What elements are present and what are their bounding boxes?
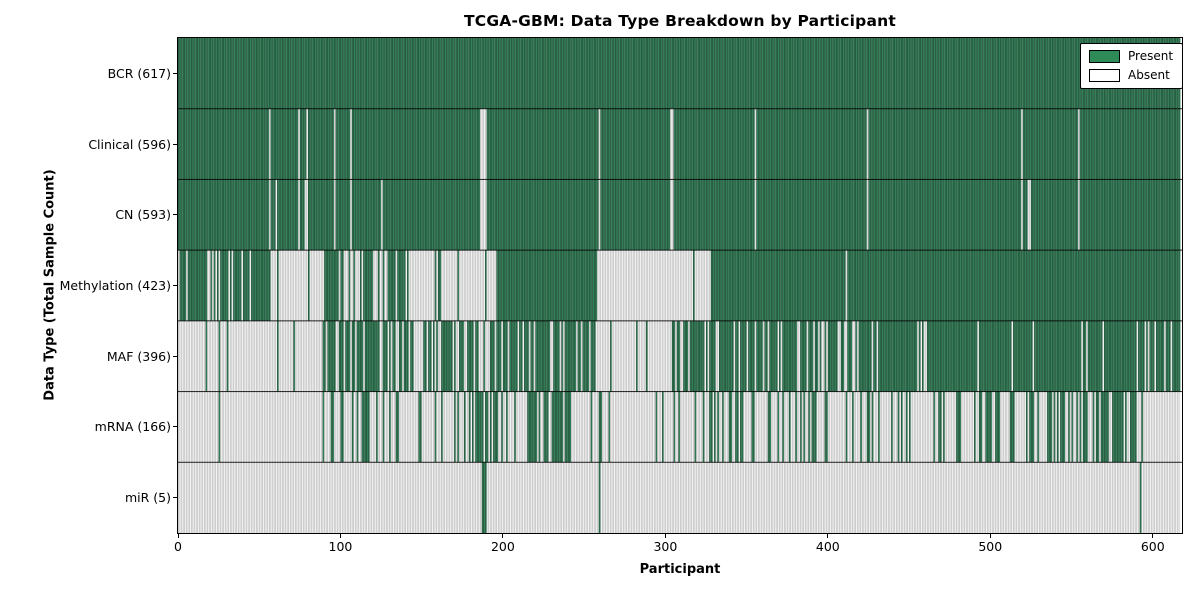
x-tick-mark (1152, 533, 1154, 538)
y-tick-mark (173, 497, 178, 499)
y-tick-mark (173, 143, 178, 145)
legend-item-present: Present (1089, 50, 1173, 63)
x-tick-label-400: 400 (815, 539, 840, 554)
x-tick-mark (827, 533, 829, 538)
x-tick-mark (502, 533, 504, 538)
present-swatch-icon (1089, 50, 1120, 63)
x-tick-label-100: 100 (328, 539, 353, 554)
x-tick-label-0: 0 (174, 539, 182, 554)
row-label-clinical: Clinical (596) (88, 136, 171, 152)
row-label-methylation: Methylation (423) (59, 278, 171, 293)
x-tick-label-300: 300 (653, 539, 678, 554)
row-label-maf: MAF (396) (106, 348, 171, 364)
chart-title: TCGA-GBM: Data Type Breakdown by Partici… (464, 12, 896, 30)
x-tick-label-600: 600 (1140, 539, 1165, 554)
y-tick-mark (173, 285, 178, 286)
chart-canvas (178, 38, 1182, 533)
y-tick-mark (173, 214, 178, 216)
legend: Present Absent (1080, 43, 1184, 89)
x-tick-mark (339, 533, 341, 538)
row-label-bcr: BCR (617) (107, 65, 171, 81)
x-tick-label-500: 500 (978, 539, 1003, 554)
absent-swatch-icon (1089, 69, 1120, 82)
x-tick-mark (177, 533, 179, 538)
legend-label-absent: Absent (1128, 68, 1170, 82)
row-label-cn: CN (593) (115, 207, 171, 223)
x-tick-mark (989, 533, 991, 538)
x-tick-label-200: 200 (490, 539, 515, 554)
y-tick-mark (173, 426, 178, 428)
row-label-mrna: mRNA (166) (94, 419, 171, 435)
x-axis-label: Participant (639, 562, 721, 577)
y-tick-mark (173, 355, 178, 357)
legend-label-present: Present (1128, 49, 1174, 63)
x-tick-mark (664, 533, 666, 538)
row-label-mir: miR (5) (124, 490, 171, 506)
legend-item-absent: Absent (1089, 69, 1173, 82)
y-tick-mark (173, 72, 178, 74)
